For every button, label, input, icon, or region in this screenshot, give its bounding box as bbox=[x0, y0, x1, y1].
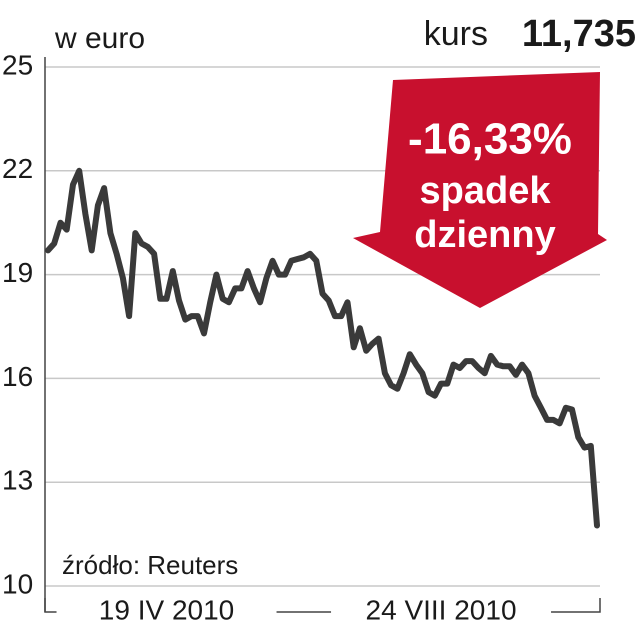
x-label-bg bbox=[331, 596, 552, 628]
y-tick-label: 10 bbox=[2, 568, 33, 599]
x-axis-bracket bbox=[44, 598, 601, 613]
change: -16,33% bbox=[408, 115, 572, 164]
change-arrow bbox=[353, 72, 607, 308]
change-note: spadek bbox=[420, 170, 552, 212]
y-tick-label: 19 bbox=[2, 257, 33, 288]
x-tick-label: 19 IV 2010 bbox=[99, 594, 234, 625]
y-tick-label: 16 bbox=[2, 361, 33, 392]
y-tick-label: 25 bbox=[2, 49, 33, 80]
price: 11,735 bbox=[522, 13, 636, 55]
source: źródło: Reuters bbox=[62, 550, 238, 580]
price-line bbox=[45, 167, 600, 529]
change-note: dzienny bbox=[414, 214, 555, 256]
x-label-bg bbox=[56, 596, 277, 628]
x-tick-label: 24 VIII 2010 bbox=[366, 594, 517, 625]
y-tick-label: 22 bbox=[2, 153, 33, 184]
price-label: kurs bbox=[424, 15, 488, 53]
y-axis-label: w euro bbox=[54, 22, 145, 55]
y-tick-label: 13 bbox=[2, 465, 33, 496]
